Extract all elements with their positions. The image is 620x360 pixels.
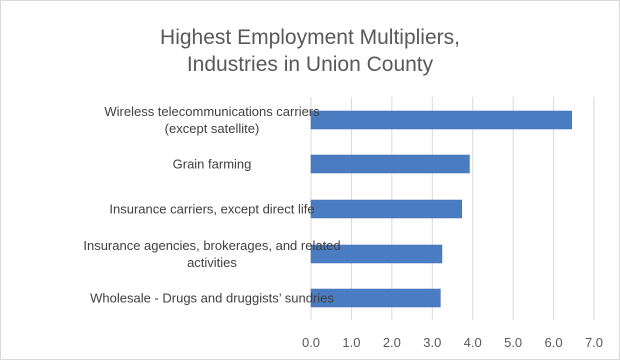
x-tick-label-0: 0.0 (302, 335, 320, 350)
category-label-0-line-0: Wireless telecommunications carriers (104, 104, 320, 119)
bar-3 (310, 244, 443, 264)
category-label-4-line-0: Wholesale - Drugs and druggists’ sundrie… (90, 291, 334, 306)
chart-title-line-2: Industries in Union County (186, 53, 434, 76)
x-tick-label-3: 3.0 (423, 335, 441, 350)
category-label-0-line-1: (except satellite) (165, 121, 260, 136)
bar-1 (310, 154, 470, 174)
x-tick-label-4: 4.0 (464, 335, 482, 350)
bar-4 (310, 288, 441, 308)
category-label-3-line-0: Insurance agencies, brokerages, and rela… (83, 238, 340, 253)
x-tick-label-2: 2.0 (383, 335, 401, 350)
bar-0 (310, 110, 573, 130)
category-label-1-line-0: Grain farming (173, 157, 252, 172)
x-tick-label-1: 1.0 (342, 335, 360, 350)
x-tick-label-5: 5.0 (504, 335, 522, 350)
category-label-3-line-1: activities (187, 255, 237, 270)
x-tick-label-6: 6.0 (545, 335, 563, 350)
category-label-2-line-0: Insurance carriers, except direct life (109, 202, 314, 217)
bar-2 (310, 199, 463, 219)
x-tick-label-7: 7.0 (585, 335, 603, 350)
chart-title-line-1: Highest Employment Multipliers, (160, 26, 460, 49)
